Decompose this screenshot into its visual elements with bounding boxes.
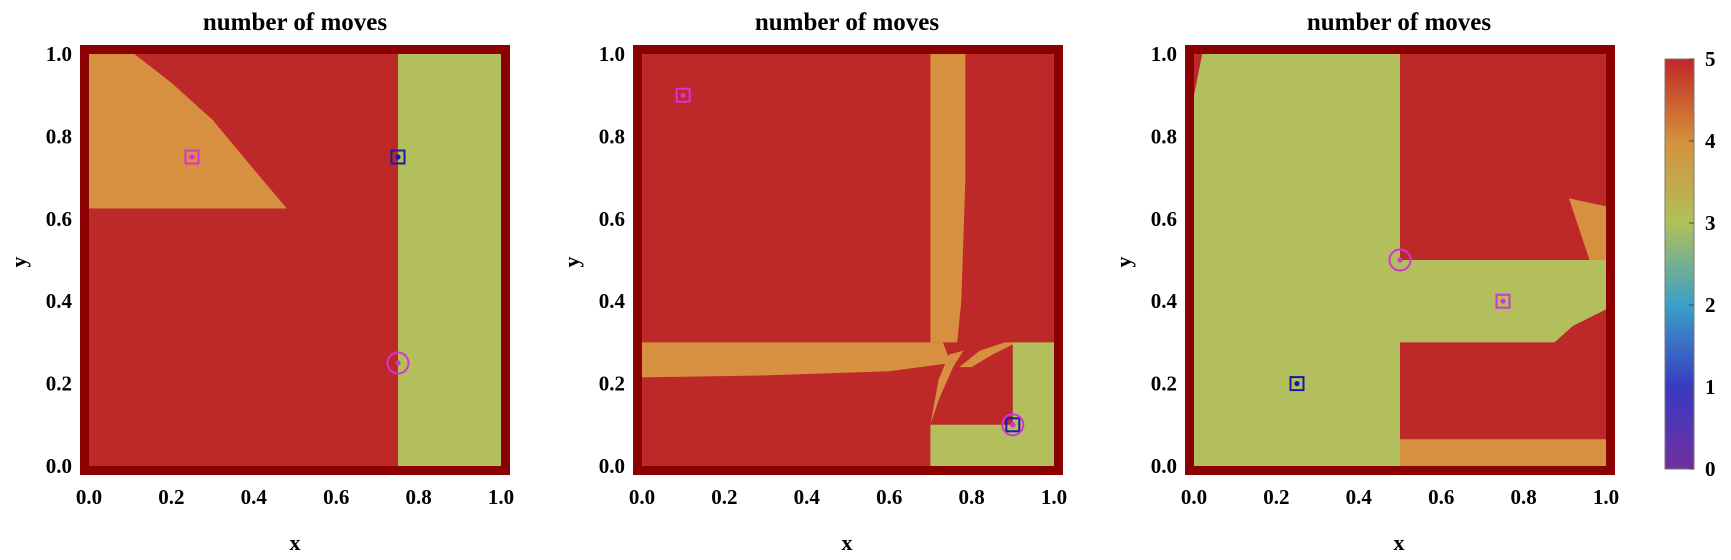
marker-dot (1500, 298, 1506, 304)
marker-circle (386, 351, 410, 375)
marker-dot (1294, 381, 1300, 387)
panel-1-ylabel: y (6, 257, 31, 268)
marker-square (184, 149, 200, 165)
panel-2-plot: 0.0 0.2 0.4 0.6 0.8 1.0 0.0 0.2 0.4 0.6 0.8 1.0 (599, 42, 1067, 509)
y-tick-label: 0.0 (46, 454, 72, 478)
x-tick-label: 1.0 (1041, 485, 1067, 509)
y-tick-label: 0.8 (1151, 124, 1177, 148)
panel-1-title: number of moves (203, 9, 388, 36)
y-tick-label: 1.0 (1151, 42, 1177, 66)
marker-circle (1388, 248, 1412, 272)
x-tick-label: 0.0 (629, 485, 655, 509)
y-tick-label: 0.6 (1151, 207, 1177, 231)
colorbar-tick-label: 5 (1705, 47, 1716, 71)
x-tick-label: 1.0 (488, 485, 514, 509)
y-tick-label: 1.0 (46, 42, 72, 66)
x-tick-label: 0.4 (1346, 485, 1373, 509)
y-tick-label: 0.2 (1151, 372, 1177, 396)
x-tick-label: 0.4 (241, 485, 268, 509)
marker-square (1289, 376, 1305, 392)
y-tick-label: 0.4 (599, 289, 626, 313)
y-tick-label: 1.0 (599, 42, 625, 66)
panel-1-plot: 0.0 0.2 0.4 0.6 0.8 1.0 0.0 0.2 0.4 0.6 0.8 1.0 (46, 42, 514, 509)
x-tick-label: 0.8 (405, 485, 431, 509)
colorbar-tick-label: 3 (1705, 211, 1716, 235)
y-tick-label: 0.0 (599, 454, 625, 478)
y-tick-label: 0.0 (1151, 454, 1177, 478)
x-tick-label: 0.2 (158, 485, 184, 509)
colorbar-tick-label: 0 (1705, 457, 1716, 481)
x-tick-label: 0.0 (76, 485, 102, 509)
y-tick-label: 0.2 (46, 372, 72, 396)
y-tick-label: 0.6 (599, 207, 625, 231)
colorbar-gradient (1664, 58, 1695, 470)
marker-dot (680, 92, 686, 98)
x-tick-label: 0.8 (958, 485, 984, 509)
marker-dot (1397, 257, 1403, 263)
colorbar-tick-label: 2 (1705, 293, 1716, 317)
x-tick-label: 0.6 (323, 485, 349, 509)
marker-square (390, 149, 406, 165)
marker-dot (395, 154, 401, 160)
region-value-4 (959, 342, 1017, 368)
x-tick-label: 0.0 (1181, 485, 1207, 509)
marker-circle (1001, 413, 1025, 437)
marker-square (1005, 417, 1021, 433)
region-value-4 (930, 54, 966, 343)
panel-1: number of moves 0.0 0.2 0.4 0.6 0.8 1.0 0.0 0.2… (6, 9, 514, 555)
x-tick-label: 0.2 (1263, 485, 1289, 509)
panel-3-title: number of moves (1307, 9, 1492, 36)
marker-dot (1010, 422, 1016, 428)
y-tick-label: 0.8 (46, 124, 72, 148)
x-tick-label: 0.6 (1428, 485, 1454, 509)
region-value-4 (642, 342, 951, 378)
panel-3-xlabel: x (1394, 530, 1405, 555)
marker-square (1495, 293, 1511, 309)
region-value-3 (398, 54, 501, 466)
x-tick-label: 1.0 (1593, 485, 1619, 509)
colorbar-tick-label: 4 (1705, 129, 1716, 153)
marker-square (675, 87, 691, 103)
region-value-4 (89, 54, 287, 209)
x-tick-label: 0.4 (794, 485, 821, 509)
panel-3-ylabel: y (1111, 257, 1136, 268)
y-tick-label: 0.8 (599, 124, 625, 148)
x-tick-label: 0.2 (711, 485, 737, 509)
y-tick-label: 0.4 (46, 289, 73, 313)
panel-2-ylabel: y (559, 257, 584, 268)
panel-2-xlabel: x (842, 530, 853, 555)
region-value-3 (930, 342, 1054, 466)
y-tick-label: 0.6 (46, 207, 72, 231)
y-tick-label: 0.4 (1151, 289, 1178, 313)
colorbar: 0 1 2 3 4 5 (1664, 47, 1716, 481)
marker-dot (189, 154, 195, 160)
panel-2: number of moves 0.0 0.2 0.4 0.6 0.8 1.0 0.0 0.2… (559, 9, 1067, 555)
panel-1-xlabel: x (290, 530, 301, 555)
panel-3: number of moves 0.0 0.2 0.4 0.6 0.8 1.0 0.0 0.2… (1111, 9, 1619, 555)
panel-3-plot: 0.0 0.2 0.4 0.6 0.8 1.0 0.0 0.2 0.4 0.6 0.8 1.0 (1151, 42, 1619, 509)
marker-dot (395, 360, 401, 366)
region-value-4 (1568, 198, 1606, 260)
y-tick-label: 0.2 (599, 372, 625, 396)
x-tick-label: 0.8 (1510, 485, 1536, 509)
plot-background (642, 54, 1054, 466)
region-value-4 (1400, 439, 1606, 466)
region-value-4 (930, 350, 964, 425)
colorbar-tick-label: 1 (1705, 375, 1716, 399)
x-tick-label: 0.6 (876, 485, 902, 509)
panel-2-title: number of moves (755, 9, 940, 36)
